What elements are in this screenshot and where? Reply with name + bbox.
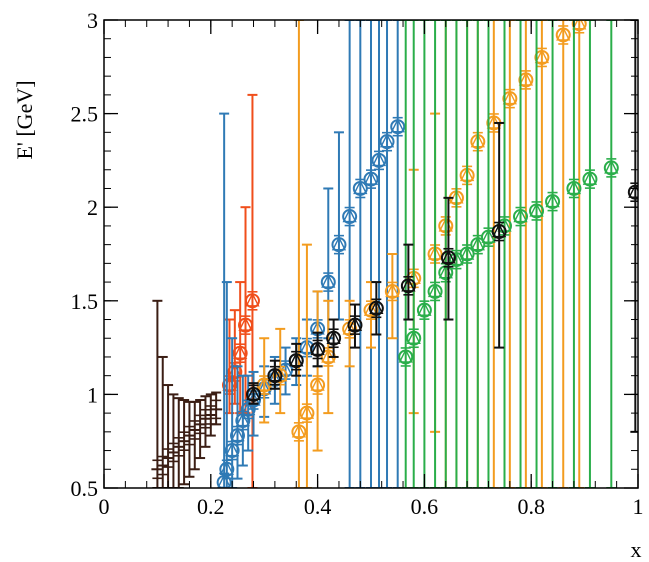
y-tick-label: 2 [87,195,98,220]
data-marker-triangle [342,207,357,223]
data-marker-triangle [401,277,416,292]
data-marker-triangle [326,329,341,344]
y-tick-label: 2.5 [71,102,99,127]
data-marker-triangle [347,316,363,331]
data-marker-triangle [245,292,260,307]
x-tick-label: 1 [633,494,644,519]
data-marker-triangle [363,170,379,185]
x-tick-label: 0.4 [304,494,332,519]
data-marker-triangle [628,183,638,198]
data-marker-triangle [566,179,582,195]
axis-ticks: 0 0.2 0.4 0.6 0.8 1 0.5 1 1.5 2 2.5 3 [71,8,644,519]
data-marker-triangle [369,299,384,314]
data-marker-triangle [427,282,443,298]
data-marker-triangle [572,20,587,30]
data-marker-triangle [331,236,347,251]
data-marker-triangle [502,90,517,105]
series-1 [221,93,260,488]
x-tick-label: 0.2 [197,494,225,519]
x-tick-label: 0 [99,494,110,519]
data-marker-triangle [321,273,336,288]
data-marker-triangle [371,151,387,167]
data-marker-triangle [233,344,248,359]
y-tick-label: 3 [87,8,98,33]
data-marker-triangle [529,202,544,217]
data-marker-triangle [481,228,496,243]
data-marker-triangle [230,427,245,442]
series-4 [398,20,619,488]
data-marker-triangle [238,316,253,331]
y-tick-label: 0.5 [71,476,99,501]
data-marker-triangle [225,441,240,457]
data-marker-triangle [518,71,533,86]
data-marker-triangle [385,282,400,298]
data-marker-triangle [513,207,528,223]
x-tick-label: 0.6 [411,494,439,519]
data-marker-triangle [556,26,571,41]
data-marker-triangle [299,404,315,419]
data-marker-triangle [534,48,550,64]
data-marker-triangle [310,376,325,391]
y-tick-label: 1 [87,382,98,407]
data-marker-triangle [604,159,619,174]
data-marker-triangle [342,320,357,335]
plot-frame [103,19,639,489]
data-marker-triangle [470,236,485,251]
data-marker-triangle [390,118,405,133]
data-marker-triangle [441,249,456,264]
data-marker-triangle [545,193,560,208]
y-axis-title: E' [GeV] [12,80,37,159]
data-marker-triangle [406,329,421,344]
data-marker-triangle [310,340,325,356]
data-marker-triangle [363,301,379,316]
y-tick-label: 1.5 [71,289,99,314]
x-tick-label: 0.8 [517,494,545,519]
data-marker-triangle [219,460,234,475]
data-marker-triangle [235,412,250,427]
data-marker-triangle [582,170,598,185]
data-marker-triangle [449,251,464,266]
data-marker-triangle [291,423,307,438]
data-marker-triangle [246,385,261,401]
series-0 [151,299,223,488]
x-axis-title: x [631,537,642,562]
data-marker-triangle [492,222,507,238]
data-marker-triangle [459,245,475,260]
data-marker-triangle [379,133,395,148]
data-marker-triangle [267,367,283,382]
data-marker-triangle [398,348,413,363]
data-point [571,20,587,32]
data-marker-triangle [257,376,272,391]
data-marker-triangle [289,352,304,367]
data-marker-triangle [417,301,432,316]
data-layer [151,20,638,488]
data-marker-triangle [353,179,368,195]
